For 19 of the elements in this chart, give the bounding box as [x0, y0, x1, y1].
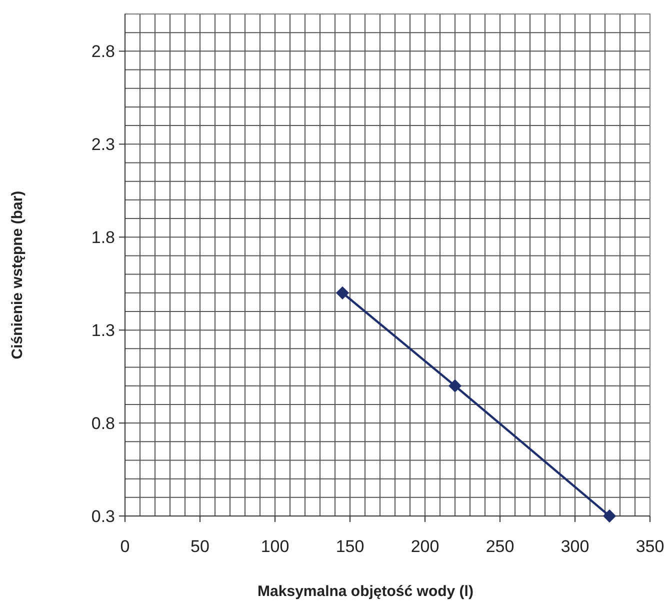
point: [602, 509, 616, 523]
x-tick-label: 150: [336, 537, 364, 556]
y-tick-label: 2.8: [91, 42, 115, 62]
x-tick-label: 0: [120, 537, 130, 556]
y-tick-label: 0.8: [91, 414, 115, 433]
x-axis-title: Maksymalna objętość wody (l): [258, 583, 474, 600]
y-tick-label: 0.3: [91, 506, 115, 526]
x-tick-label: 50: [190, 537, 210, 556]
x-tick-label: 250: [486, 537, 514, 556]
y-axis-title: Ciśnienie wstępne (bar): [9, 190, 26, 360]
x-tick-label: 200: [410, 537, 440, 556]
y-tick-label: 1.3: [91, 321, 115, 340]
x-tick-label: 100: [260, 537, 290, 556]
point: [448, 379, 462, 392]
point: [336, 286, 350, 300]
x-tick-label: 300: [560, 537, 590, 556]
y-tick-label: 2.3: [91, 135, 115, 154]
y-tick-label: 1.8: [91, 228, 115, 248]
x-tick-label: 350: [636, 537, 664, 556]
